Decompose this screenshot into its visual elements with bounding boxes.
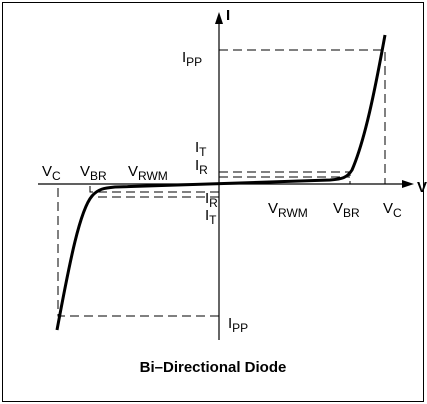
- symbol: V: [42, 163, 52, 180]
- subscript: C: [393, 206, 402, 220]
- symbol: I: [195, 157, 199, 174]
- subscript: PP: [186, 55, 202, 69]
- symbol: I: [228, 315, 232, 332]
- symbol-label: VRWM: [268, 200, 308, 220]
- caption: Bi–Directional Diode: [140, 359, 287, 376]
- symbol: I: [182, 49, 186, 66]
- symbol-label: IPP: [228, 315, 248, 335]
- subscript: RWM: [278, 206, 308, 220]
- frame: [2, 2, 424, 402]
- guide-ipp-negative: [57, 184, 219, 317]
- symbol-label: VRWM: [128, 163, 168, 183]
- symbol: I: [205, 190, 209, 207]
- subscript: BR: [90, 169, 107, 183]
- symbol-label: IR: [205, 190, 218, 210]
- guide-ipp-positive: [219, 49, 386, 184]
- subscript: T: [199, 145, 207, 159]
- subscript: R: [209, 196, 218, 210]
- subscript: BR: [343, 206, 360, 220]
- current-axis-arrow: [215, 12, 223, 24]
- subscript: C: [52, 169, 61, 183]
- subscript: PP: [232, 321, 248, 335]
- symbol-label: VC: [42, 163, 61, 183]
- subscript: T: [209, 213, 217, 227]
- symbol: V: [268, 200, 278, 217]
- voltage-axis-label: V: [417, 179, 427, 196]
- subscript: RWM: [138, 169, 168, 183]
- symbol-label: IT: [195, 139, 207, 159]
- symbol-label: VBR: [333, 200, 360, 220]
- symbol-label: VBR: [80, 163, 107, 183]
- symbol: V: [80, 163, 90, 180]
- symbol: I: [195, 139, 199, 156]
- symbol-label: IR: [195, 157, 208, 177]
- symbol: V: [128, 163, 138, 180]
- symbol: I: [205, 207, 209, 224]
- subscript: R: [199, 163, 208, 177]
- guide-it-ir-negative: [89, 184, 219, 198]
- current-axis-label: I: [226, 7, 230, 24]
- symbol-label: VC: [383, 200, 402, 220]
- symbol-label: IT: [205, 207, 217, 227]
- symbol: V: [333, 200, 343, 217]
- voltage-axis-arrow: [402, 180, 414, 188]
- iv-curve: [55, 34, 387, 331]
- symbol-label: IPP: [182, 49, 202, 69]
- symbol: V: [383, 200, 393, 217]
